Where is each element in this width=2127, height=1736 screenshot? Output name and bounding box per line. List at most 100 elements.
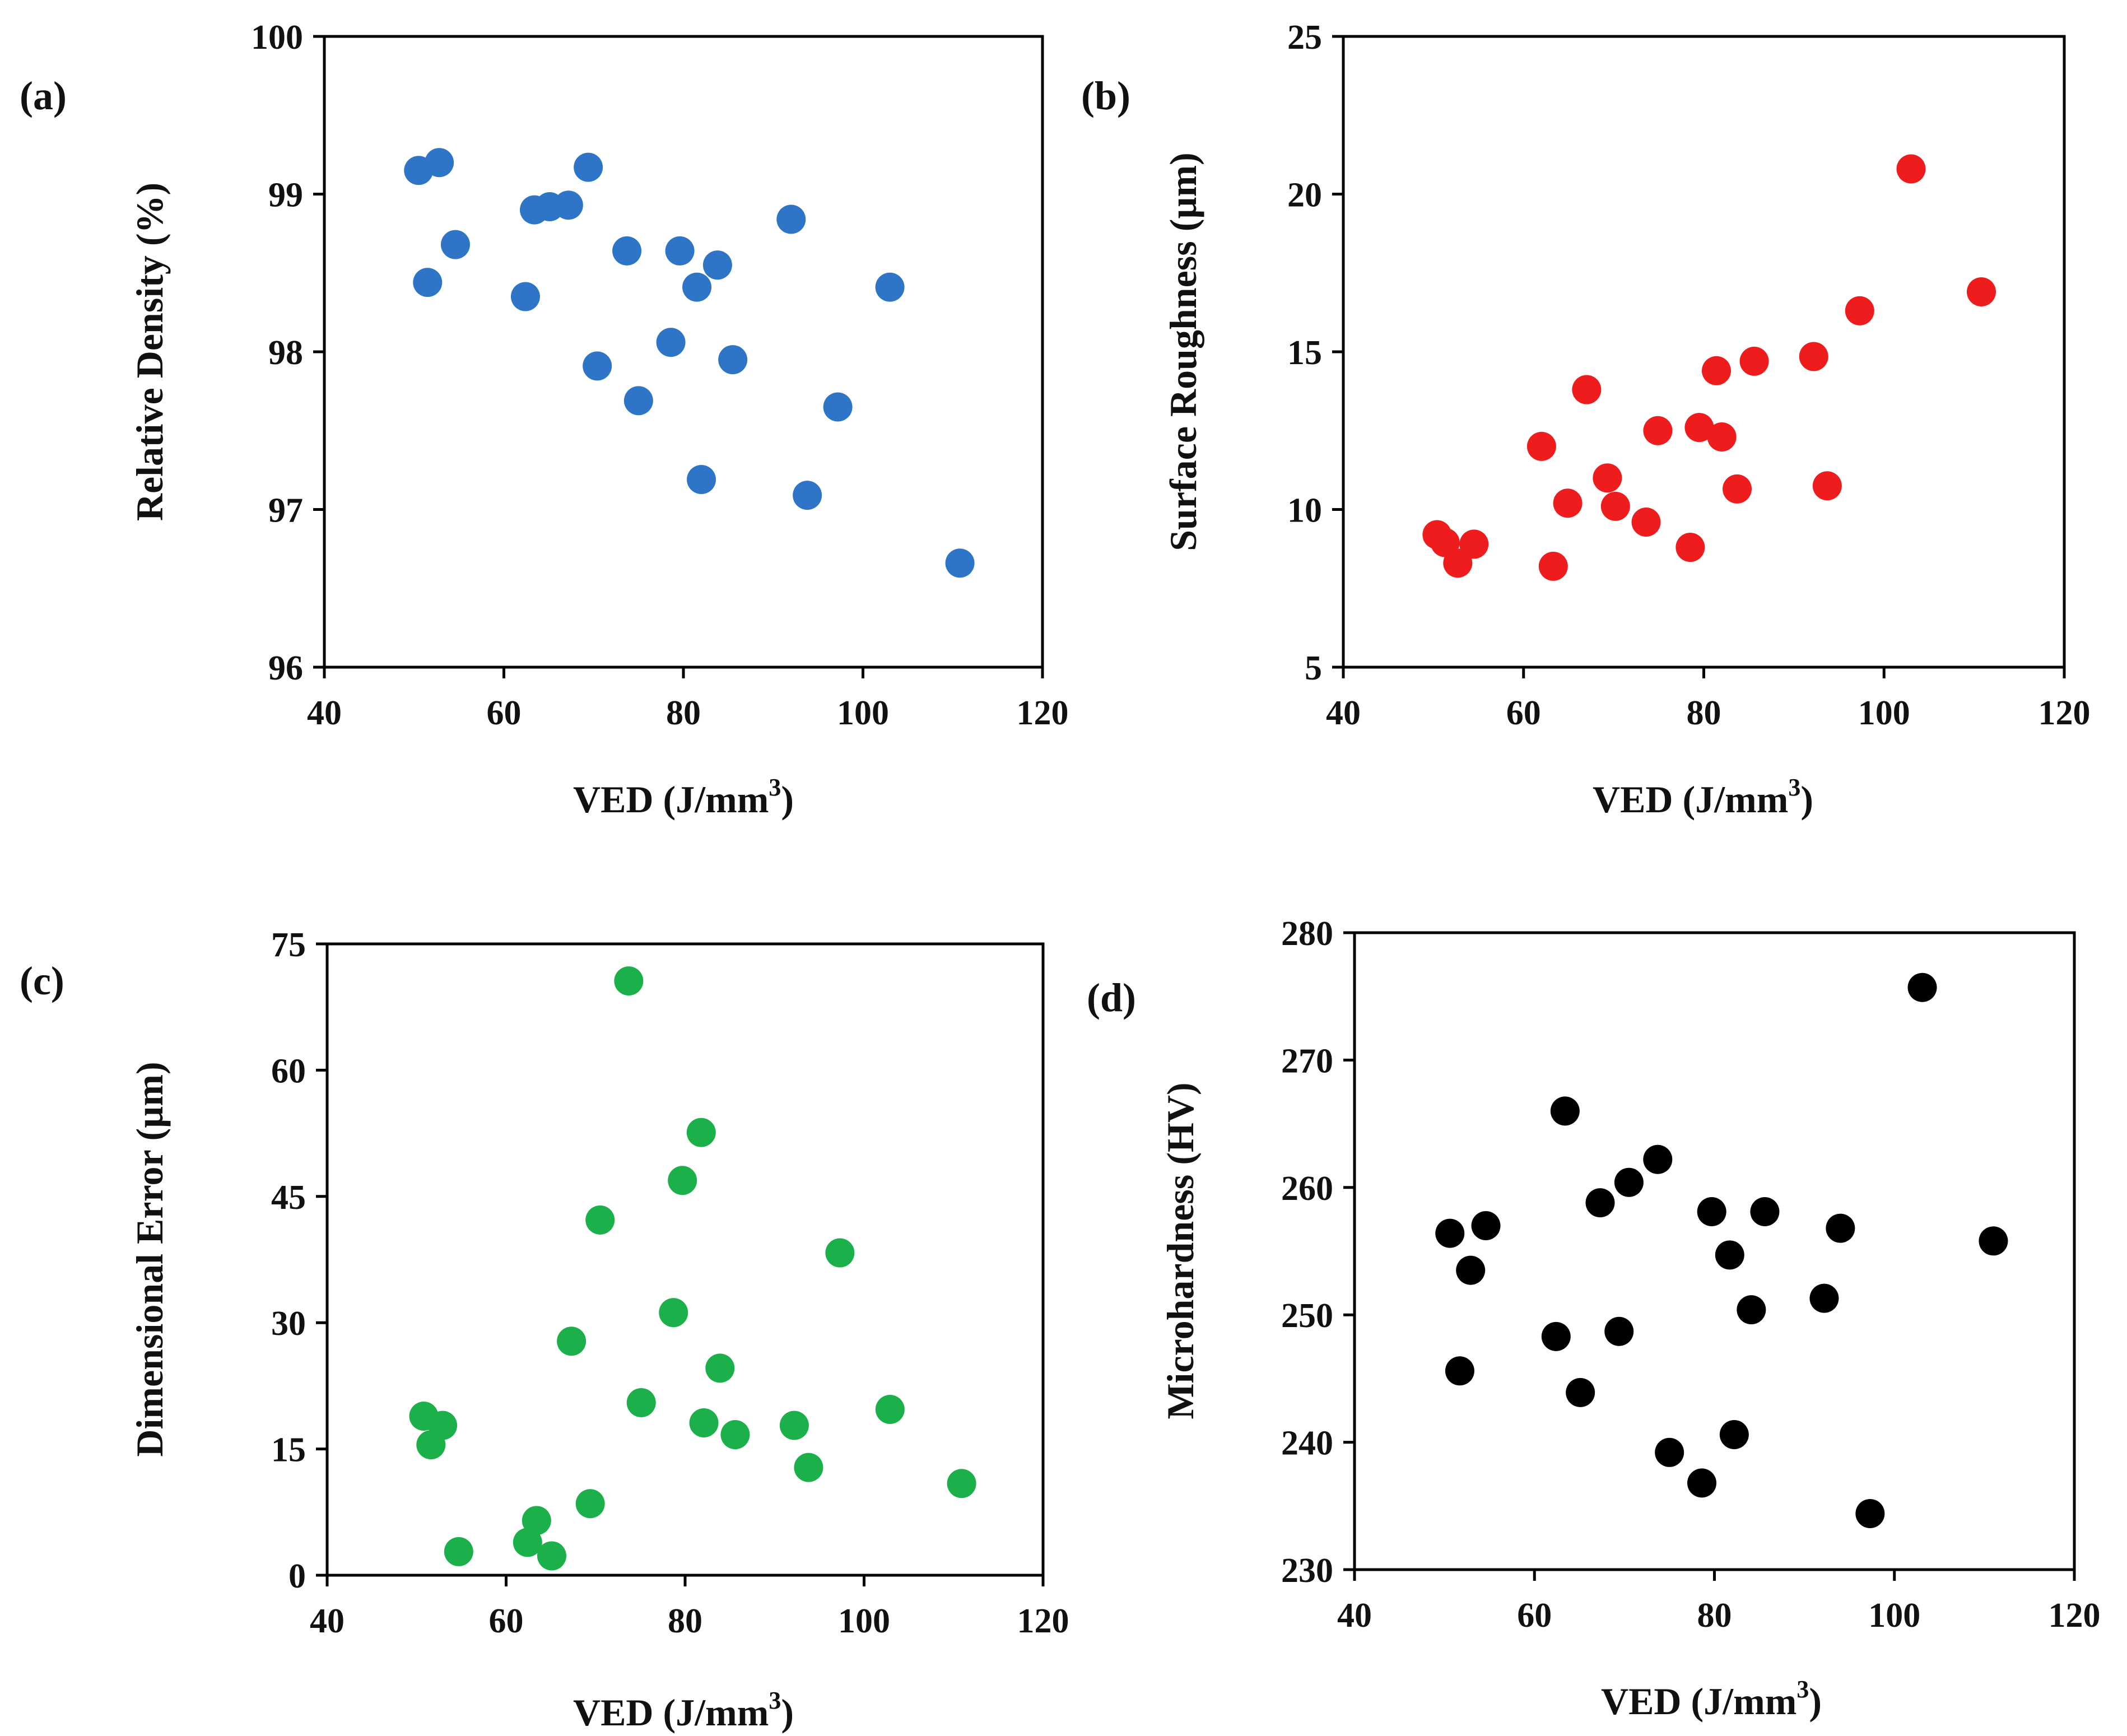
data-point-c — [626, 1388, 656, 1417]
x-tick-label: 80 — [666, 694, 701, 732]
data-point-b — [1443, 548, 1473, 578]
data-point-a — [945, 548, 975, 578]
data-point-b — [1631, 508, 1661, 537]
data-point-d — [1471, 1211, 1501, 1241]
data-point-c — [689, 1408, 719, 1438]
x-axis-title-a: VED (J/mm3) — [573, 774, 794, 821]
y-tick-label: 45 — [271, 1179, 306, 1217]
y-tick-label: 100 — [251, 18, 303, 57]
data-point-a — [583, 351, 612, 381]
plot-area-frame — [325, 942, 1045, 1577]
data-point-d — [1456, 1255, 1486, 1285]
panel-b-surface-roughness: 5 10 15 20 25 40 60 80 100 120 (b) Surface Rough… — [1081, 18, 2091, 821]
data-point-b — [1723, 474, 1752, 504]
y-tick-label: 280 — [1281, 915, 1333, 953]
x-tick-label: 40 — [1326, 694, 1361, 732]
data-point-b — [1799, 342, 1828, 371]
data-point-c — [575, 1489, 605, 1519]
x-tick-label: 40 — [307, 694, 342, 732]
data-point-d — [1979, 1226, 2008, 1256]
data-point-c — [585, 1205, 615, 1235]
data-point-c — [513, 1528, 542, 1557]
y-tick-label: 60 — [271, 1052, 306, 1090]
data-point-c — [428, 1411, 458, 1440]
plot-area-frame — [1353, 931, 2076, 1571]
x-tick-label: 100 — [837, 694, 889, 732]
data-point-b — [1675, 533, 1705, 562]
y-tick-label: 260 — [1281, 1170, 1333, 1208]
x-axis-title-b: VED (J/mm3) — [1593, 774, 1813, 821]
data-point-c — [557, 1327, 587, 1356]
x-tick-label: 60 — [1506, 694, 1541, 732]
data-point-c — [444, 1537, 473, 1566]
y-tick-label: 5 — [1305, 649, 1322, 687]
y-tick-label: 15 — [271, 1431, 306, 1469]
data-point-d — [1655, 1437, 1684, 1467]
x-tick-label: 60 — [1517, 1597, 1552, 1635]
x-axis-title-d: VED (J/mm3) — [1601, 1676, 1822, 1723]
panel-label-d: (d) — [1087, 975, 1136, 1020]
panel-label-a: (a) — [20, 73, 67, 118]
y-tick-label: 97 — [268, 492, 303, 530]
data-point-b — [1896, 154, 1926, 184]
y-axis-title-c: Dimensional Error (µm) — [128, 1062, 171, 1456]
data-point-b — [1526, 431, 1556, 461]
data-point-b — [1459, 529, 1489, 559]
x-tick-label: 100 — [1858, 694, 1910, 732]
y-tick-label: 30 — [271, 1305, 306, 1343]
data-point-b — [1553, 488, 1583, 518]
data-point-b — [1572, 375, 1602, 404]
data-point-c — [794, 1453, 823, 1482]
x-tick-label: 80 — [1687, 694, 1721, 732]
x-axis-title-c: VED (J/mm3) — [573, 1687, 794, 1734]
data-point-c — [705, 1353, 735, 1383]
y-axis-title-b: Surface Roughness (µm) — [1162, 152, 1204, 551]
x-tick-label: 40 — [1337, 1597, 1372, 1635]
data-point-d — [1809, 1283, 1839, 1313]
y-tick-label: 20 — [1287, 176, 1322, 215]
data-point-d — [1826, 1213, 1855, 1243]
x-tick-label: 120 — [2038, 694, 2091, 732]
data-point-d — [1541, 1321, 1571, 1351]
data-point-d — [1445, 1356, 1474, 1386]
y-tick-label: 99 — [268, 176, 303, 215]
data-point-b — [1538, 551, 1568, 581]
data-point-c — [686, 1118, 716, 1147]
x-tick-label: 60 — [487, 694, 522, 732]
data-point-c — [522, 1506, 551, 1535]
data-point-a — [665, 236, 695, 266]
data-point-d — [1750, 1197, 1780, 1227]
data-point-a — [875, 272, 905, 302]
y-tick-label: 250 — [1281, 1297, 1333, 1335]
x-tick-label: 120 — [2049, 1597, 2101, 1635]
data-point-a — [612, 236, 642, 266]
data-point-d — [1614, 1167, 1644, 1197]
plot-area-frame — [323, 35, 1044, 669]
data-point-d — [1643, 1144, 1673, 1174]
data-point-d — [1435, 1218, 1465, 1248]
data-point-a — [793, 481, 822, 510]
y-tick-label: 75 — [271, 926, 306, 964]
y-tick-label: 0 — [288, 1557, 306, 1595]
data-point-b — [1812, 471, 1842, 501]
x-tick-label: 120 — [1017, 694, 1069, 732]
data-point-a — [440, 230, 470, 259]
y-tick-label: 230 — [1281, 1552, 1333, 1590]
data-point-d — [1566, 1377, 1595, 1407]
y-tick-label: 96 — [268, 649, 303, 687]
panel-c-dimensional-error: 0 15 30 45 60 75 40 60 80 100 120 (c) Dimensional… — [20, 926, 1069, 1734]
y-tick-label: 25 — [1287, 18, 1322, 57]
data-point-d — [1697, 1197, 1726, 1227]
y-axis-title-a: Relative Density (%) — [128, 183, 171, 521]
y-axis-title-d: Microhardness (HV) — [1159, 1082, 1202, 1419]
data-point-d — [1715, 1240, 1744, 1270]
data-point-a — [718, 345, 748, 375]
x-tick-label: 40 — [310, 1602, 345, 1640]
data-point-d — [1604, 1316, 1634, 1346]
y-tick-label: 98 — [268, 334, 303, 372]
data-point-b — [1643, 416, 1673, 445]
panel-d-microhardness: 230 240 250 260 270 280 40 60 80 100 120 (d) Micr… — [1087, 915, 2101, 1723]
y-tick-label: 240 — [1281, 1425, 1333, 1463]
data-point-d — [1719, 1419, 1749, 1449]
